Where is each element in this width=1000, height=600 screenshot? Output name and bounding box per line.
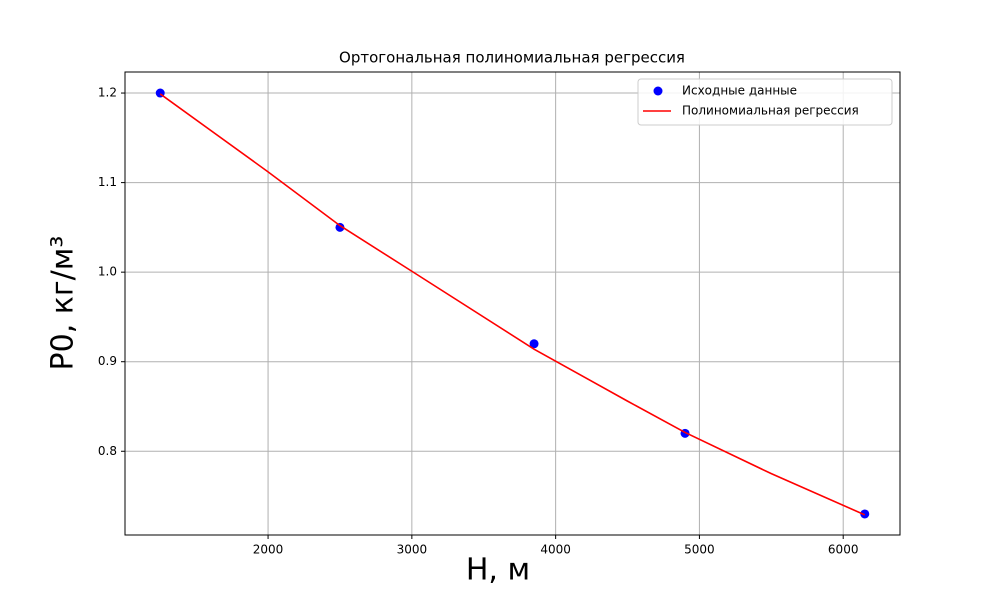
plot-frame [124,71,901,536]
x-tick-label: 5000 [684,543,715,557]
y-axis-label: P0, кг/м³ [46,236,81,371]
y-tick-label: 1.0 [98,265,117,279]
regression-line [159,93,866,516]
x-tick-label: 6000 [828,543,859,557]
x-axis-label: H, м [466,553,530,588]
data-point [335,222,345,232]
y-tick-label: 0.8 [98,444,117,458]
y-tick-label: 1.2 [98,86,117,100]
legend-box [637,78,893,126]
legend: Исходные данные Полиномиальная регрессия [637,78,893,126]
legend-label: Исходные данные [682,84,797,98]
x-tick-label: 2000 [253,543,284,557]
y-tick-label: 1.1 [98,175,117,189]
x-tick-label: 3000 [397,543,428,557]
legend-label: Полиномиальная регрессия [682,104,859,118]
legend-marker [653,86,663,96]
data-point [529,339,539,349]
x-tick-label: 4000 [540,543,571,557]
y-tick-label: 0.9 [98,354,117,368]
chart-title: Ортогональная полиномиальная регрессия [339,49,685,67]
data-point [860,509,870,519]
